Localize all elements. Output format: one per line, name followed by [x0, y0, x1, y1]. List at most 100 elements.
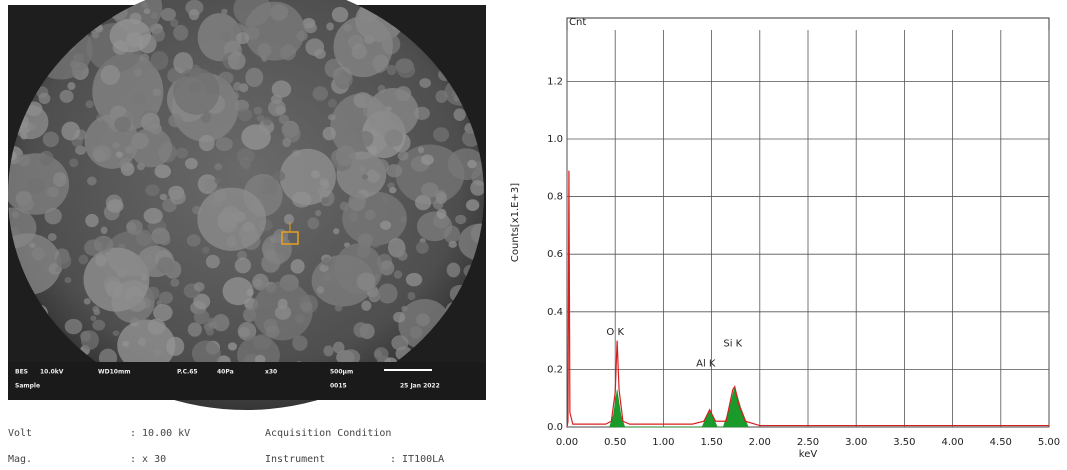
condition-text: Mag.: [8, 454, 32, 465]
particle: [173, 52, 194, 74]
particle: [73, 69, 84, 78]
particle: [373, 158, 389, 174]
particle: [467, 159, 477, 169]
particle: [187, 322, 202, 337]
particle: [327, 114, 336, 121]
particle: [154, 164, 172, 179]
sem-info: 500μm: [330, 369, 353, 376]
particle: [322, 126, 336, 141]
condition-text: Acquisition Condition: [265, 428, 391, 439]
particle: [256, 114, 265, 122]
particle: [282, 137, 292, 148]
condition-text: Volt: [8, 428, 32, 439]
particle: [353, 92, 373, 109]
x-axis-label: keV: [799, 449, 818, 460]
particle: [157, 256, 174, 274]
particle: [198, 134, 215, 152]
particle: [159, 193, 168, 201]
particle: [173, 67, 220, 115]
particle: [273, 228, 289, 243]
x-tick-label: 0.50: [604, 437, 626, 448]
particle: [61, 121, 81, 141]
particle: [316, 286, 325, 294]
particle: [327, 98, 337, 108]
particle: [197, 187, 267, 251]
particle: [169, 190, 186, 205]
particle: [379, 260, 395, 276]
particle: [448, 241, 457, 248]
particle: [75, 145, 87, 155]
particle: [114, 116, 131, 132]
particle: [386, 164, 403, 178]
particle: [109, 18, 151, 53]
x-tick-label: 4.50: [990, 437, 1012, 448]
condition-text: : x 30: [130, 454, 166, 465]
particle: [238, 326, 251, 338]
particle: [236, 32, 250, 45]
particle: [333, 16, 393, 78]
particle: [388, 240, 406, 258]
sem-info: 25 Jan 2022: [400, 383, 440, 390]
particle: [160, 7, 176, 21]
particle: [373, 347, 389, 362]
particle: [83, 247, 150, 312]
x-tick-label: 1.50: [700, 437, 722, 448]
particle: [245, 67, 264, 88]
particle: [331, 6, 349, 23]
particle: [143, 207, 163, 224]
sem-info: x30: [265, 369, 277, 376]
particle: [268, 99, 286, 117]
particle: [326, 22, 334, 31]
particle: [322, 256, 333, 267]
particle: [231, 91, 240, 100]
particle: [348, 192, 366, 212]
y-tick-label: 0.4: [547, 307, 563, 318]
particle: [252, 334, 272, 350]
particle: [384, 129, 404, 147]
peak-label: Al K: [696, 359, 716, 370]
particle: [134, 68, 143, 78]
particle: [356, 272, 376, 291]
particle: [132, 91, 146, 106]
particle: [465, 199, 480, 212]
particle: [141, 59, 151, 67]
particle: [264, 193, 275, 203]
particle: [233, 81, 242, 91]
particle: [377, 283, 398, 304]
particle: [397, 150, 409, 161]
particle: [239, 287, 248, 295]
particle: [263, 116, 272, 126]
particle: [130, 127, 173, 168]
sem-info: WD10mm: [98, 369, 130, 376]
particle: [362, 174, 369, 180]
particle: [93, 235, 114, 253]
particle: [221, 8, 228, 15]
y-tick-label: 0.8: [547, 192, 563, 203]
particle: [315, 209, 322, 217]
particle: [84, 114, 139, 169]
particle: [59, 89, 74, 103]
particle: [115, 151, 123, 158]
particle: [304, 22, 317, 34]
particle: [200, 111, 212, 123]
particle: [90, 315, 97, 321]
particle: [407, 291, 416, 301]
particle: [416, 241, 429, 254]
particle: [248, 176, 265, 194]
particle: [419, 78, 431, 88]
particle: [11, 211, 20, 219]
sem-info: Sample: [15, 383, 40, 390]
peak-fill: [609, 385, 749, 428]
particle: [153, 303, 173, 322]
particle: [159, 233, 171, 246]
peak-label: O K: [606, 327, 624, 338]
x-tick-label: 0.00: [556, 437, 578, 448]
particle: [341, 349, 361, 366]
particle: [435, 90, 448, 103]
particle: [227, 51, 246, 70]
particle: [234, 257, 252, 274]
particle: [38, 92, 51, 105]
particle: [283, 213, 294, 225]
particle: [222, 277, 254, 306]
particle: [227, 342, 238, 351]
